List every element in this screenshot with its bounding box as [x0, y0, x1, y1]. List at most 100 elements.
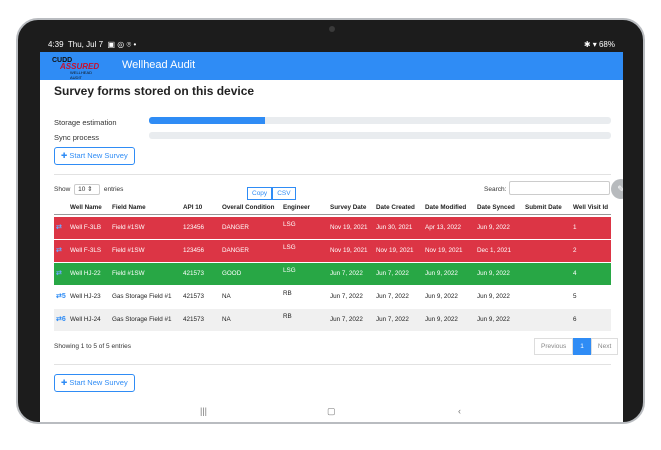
storage-progress-fill: [149, 117, 265, 124]
sync-status-icon: ⇄: [56, 270, 62, 277]
cell-well-visit-id: 4: [573, 270, 577, 277]
cell-survey-date: Nov 19, 2021: [330, 224, 368, 231]
table-info: Showing 1 to 5 of 5 entries: [54, 343, 131, 350]
cell-date-created: Jun 30, 2021: [376, 224, 413, 231]
cell-date-modified: Jun 9, 2022: [425, 293, 458, 300]
divider-bottom: [54, 364, 611, 365]
previous-button[interactable]: Previous: [534, 338, 574, 355]
sync-status-icon: ⇄: [56, 247, 62, 254]
storage-progress: [149, 117, 611, 124]
table-row[interactable]: ⇄5 Well HJ-23 Gas Storage Field #1 421573 NA…: [54, 286, 611, 308]
cell-api: 421573: [183, 293, 205, 300]
search-label: Search:: [484, 186, 507, 193]
cell-api: 421573: [183, 270, 205, 277]
export-buttons: Copy CSV: [247, 182, 296, 200]
next-button[interactable]: Next: [590, 338, 619, 355]
col-date-modified[interactable]: Date Modified: [425, 204, 467, 211]
table-row[interactable]: ⇄ Well F-3LB Field #1SW 123456 DANGER LSG Nov …: [54, 217, 611, 239]
sync-status-icon: ⇄5: [56, 293, 66, 300]
copy-button[interactable]: Copy: [247, 187, 273, 200]
status-time: 4:39: [48, 40, 64, 49]
cell-well-name: Well HJ-22: [70, 270, 101, 277]
page-1-button[interactable]: 1: [573, 338, 591, 355]
col-survey-date[interactable]: Survey Date: [330, 204, 367, 211]
csv-button[interactable]: CSV: [272, 187, 296, 200]
cell-date-modified: Nov 19, 2021: [425, 247, 463, 254]
cell-well-name: Well HJ-23: [70, 293, 101, 300]
screen: 4:39 Thu, Jul 7 ▣ ◎ ⌾ • ✱ ▾ 68% CUDD ASS…: [40, 38, 623, 422]
col-well-name[interactable]: Well Name: [70, 204, 102, 211]
table-header: Well Name Field Name API 10 Overall Cond…: [54, 203, 611, 215]
logo-line-1: CUDD: [52, 57, 73, 64]
logo-line-3: WELLHEAD AUDIT: [70, 70, 93, 80]
app-logo: CUDD ASSURED WELLHEAD AUDIT: [52, 57, 104, 80]
page-title: Survey forms stored on this device: [54, 84, 255, 98]
cell-field-name: Field #1SW: [112, 224, 145, 231]
col-date-created[interactable]: Date Created: [376, 204, 415, 211]
cell-well-name: Well F-3LS: [70, 247, 102, 254]
cell-date-modified: Jun 9, 2022: [425, 316, 458, 323]
home-icon[interactable]: ▢: [327, 406, 336, 416]
cell-survey-date: Jun 7, 2022: [330, 270, 363, 277]
search-input[interactable]: [509, 181, 610, 195]
col-field-name[interactable]: Field Name: [112, 204, 146, 211]
status-date: Thu, Jul 7: [67, 40, 104, 49]
cell-condition: DANGER: [222, 247, 249, 254]
android-nav-bar: ||| ▢ ‹: [40, 404, 623, 422]
cell-engineer: RB: [283, 290, 292, 297]
pagination: Previous 1 Next: [534, 338, 619, 355]
cell-survey-date: Jun 7, 2022: [330, 293, 363, 300]
start-survey-button-bottom[interactable]: ✚ Start New Survey: [54, 374, 135, 392]
recent-apps-icon[interactable]: |||: [200, 406, 208, 416]
status-right: ✱ ▾ 68%: [584, 38, 615, 52]
cell-date-created: Jun 7, 2022: [376, 293, 409, 300]
sync-progress: [149, 132, 611, 139]
status-bar: 4:39 Thu, Jul 7 ▣ ◎ ⌾ • ✱ ▾ 68%: [40, 38, 623, 52]
show-label: Show: [54, 186, 71, 194]
page-length-control: Show 10 ⇕ entries: [54, 184, 123, 195]
col-engineer[interactable]: Engineer: [283, 204, 310, 211]
cell-well-visit-id: 1: [573, 224, 577, 231]
cell-well-name: Well F-3LB: [70, 224, 102, 231]
col-date-synced[interactable]: Date Synced: [477, 204, 515, 211]
logo-line-2: ASSURED: [60, 62, 100, 71]
camera-icon: [329, 26, 335, 32]
sync-label: Sync process: [54, 133, 100, 142]
cell-field-name: Gas Storage Field #1: [112, 293, 172, 300]
cell-date-modified: Apr 13, 2022: [425, 224, 462, 231]
cell-field-name: Field #1SW: [112, 270, 145, 277]
cell-date-created: Nov 19, 2021: [376, 247, 414, 254]
table-row[interactable]: ⇄ Well HJ-22 Field #1SW 421573 GOOD LSG Jun 7,…: [54, 263, 611, 285]
cell-survey-date: Nov 19, 2021: [330, 247, 368, 254]
col-condition[interactable]: Overall Condition: [222, 204, 275, 211]
cell-engineer: LSG: [283, 221, 296, 228]
divider-top: [54, 174, 611, 175]
table-row[interactable]: ⇄ Well F-3LS Field #1SW 123456 DANGER LSG Nov …: [54, 240, 611, 262]
cell-date-synced: Jun 9, 2022: [477, 316, 510, 323]
cell-field-name: Field #1SW: [112, 247, 145, 254]
table-row[interactable]: ⇄6 Well HJ-24 Gas Storage Field #1 421573 NA…: [54, 309, 611, 331]
cell-well-visit-id: 5: [573, 293, 577, 300]
start-survey-button[interactable]: ✚ Start New Survey: [54, 147, 135, 165]
tablet-frame: 4:39 Thu, Jul 7 ▣ ◎ ⌾ • ✱ ▾ 68% CUDD ASS…: [16, 18, 645, 424]
cell-date-modified: Jun 9, 2022: [425, 270, 458, 277]
wifi-icon: ✱ ▾: [583, 40, 599, 49]
page-length-value: 10: [78, 186, 86, 193]
cell-date-created: Jun 7, 2022: [376, 270, 409, 277]
cell-condition: GOOD: [222, 270, 242, 277]
notification-icons: ▣ ◎ ⌾ •: [105, 40, 137, 49]
cell-engineer: RB: [283, 313, 292, 320]
page-length-select[interactable]: 10 ⇕: [74, 184, 101, 195]
col-submit-date[interactable]: Submit Date: [525, 204, 562, 211]
plus-icon: ✚: [61, 151, 70, 160]
storage-label: Storage estimation: [54, 118, 117, 127]
col-api[interactable]: API 10: [183, 204, 203, 211]
app-bar: CUDD ASSURED WELLHEAD AUDIT Wellhead Aud…: [40, 52, 623, 80]
cell-date-synced: Dec 1, 2021: [477, 247, 511, 254]
back-icon[interactable]: ‹: [458, 406, 461, 416]
col-well-visit-id[interactable]: Well Visit Id: [573, 204, 609, 211]
cell-survey-date: Jun 7, 2022: [330, 316, 363, 323]
edit-fab-button[interactable]: ✎: [611, 179, 623, 199]
entries-label: entries: [103, 186, 124, 194]
cell-date-created: Jun 7, 2022: [376, 316, 409, 323]
